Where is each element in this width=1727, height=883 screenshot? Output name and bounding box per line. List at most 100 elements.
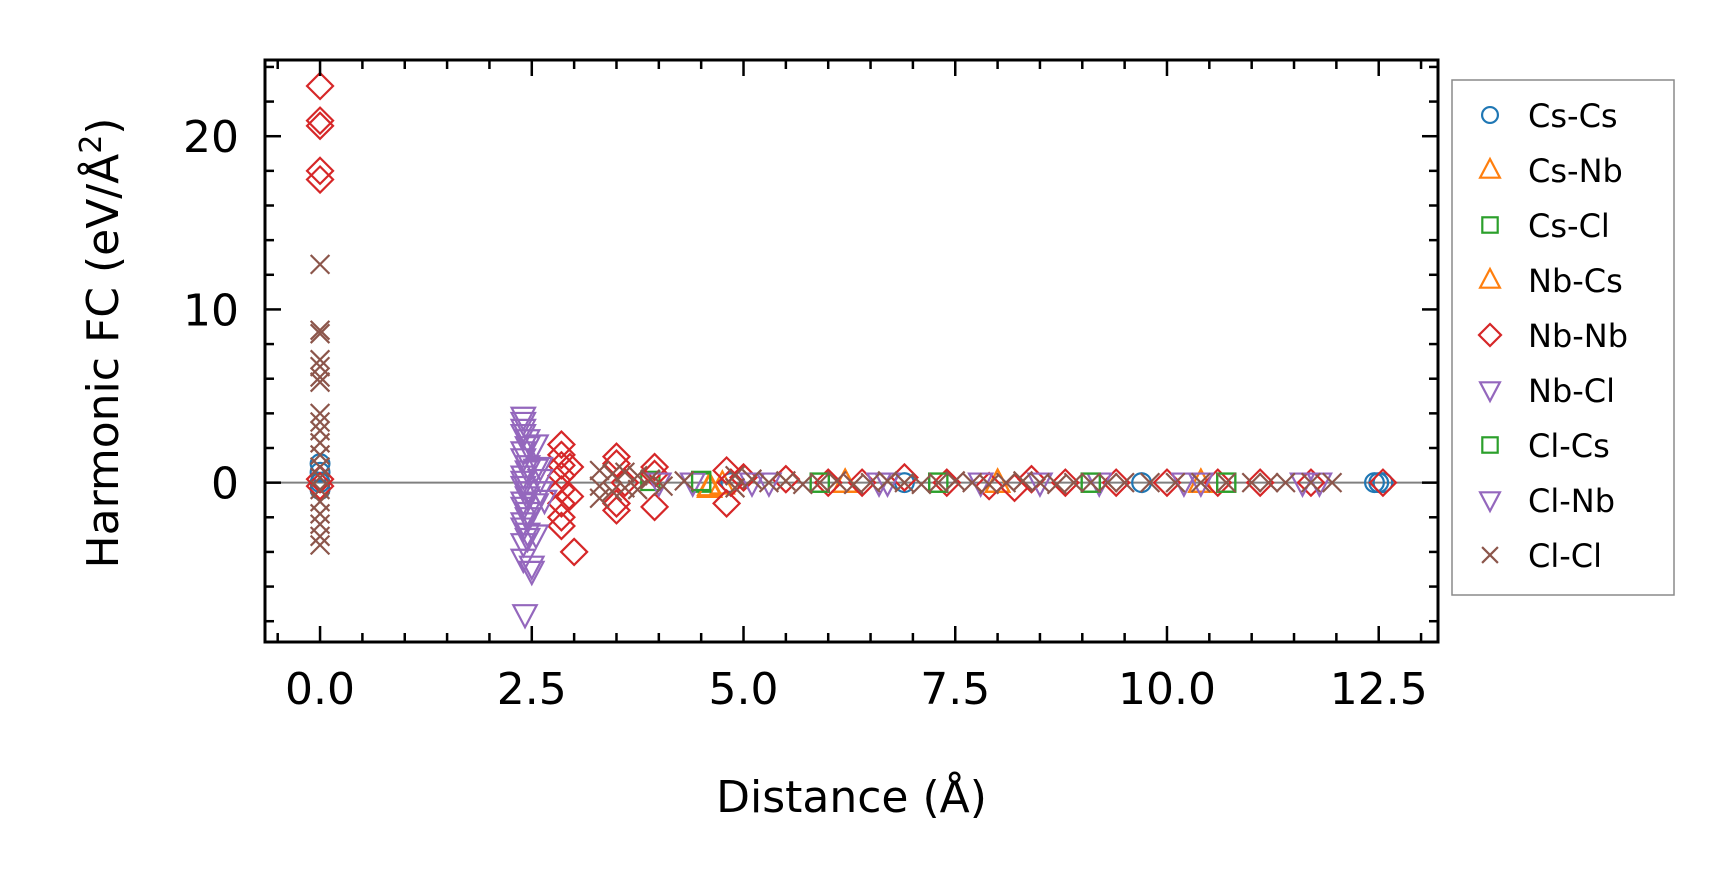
x-tick-label: 5.0 — [709, 664, 779, 715]
marker-x — [614, 462, 636, 483]
marker-x-stroke — [309, 456, 331, 478]
marker-x-stroke — [309, 320, 331, 341]
marker-x-stroke — [928, 472, 949, 493]
marker-x-stroke — [1321, 472, 1343, 493]
marker-x-stroke — [1481, 546, 1499, 564]
marker-x — [1114, 472, 1135, 493]
series-cl-cl — [309, 254, 1343, 556]
marker-x-stroke — [652, 475, 674, 497]
marker-x-stroke — [978, 474, 1000, 495]
series-cl-nb — [509, 411, 1333, 582]
legend-label: Nb-Nb — [1528, 317, 1628, 355]
marker-x — [911, 474, 932, 495]
legend-label: Cl-Nb — [1528, 482, 1615, 520]
marker-x — [309, 411, 331, 433]
marker-triangle-down — [522, 524, 550, 550]
marker-x — [1139, 472, 1161, 493]
marker-diamond — [712, 488, 742, 518]
marker-x — [758, 472, 780, 493]
marker-diamond — [974, 471, 1004, 501]
marker-x-stroke — [945, 470, 966, 492]
marker-diamond — [305, 156, 335, 186]
marker-x — [309, 456, 331, 478]
marker-x — [724, 477, 746, 498]
marker-square — [1080, 472, 1101, 493]
marker-x-stroke — [674, 470, 695, 492]
marker-x — [741, 469, 763, 490]
marker-triangle-down — [511, 604, 539, 630]
tick-labels: 0.0 2.5 5.0 7.5 10.0 12.5 0 10 20 — [183, 112, 1428, 715]
legend-item: Cl-Nb — [1478, 482, 1615, 520]
marker-x — [309, 323, 331, 344]
marker-x-stroke — [602, 463, 623, 485]
marker-x — [1241, 472, 1262, 493]
marker-x — [775, 470, 797, 492]
marker-x-stroke — [894, 472, 915, 493]
marker-x — [894, 472, 915, 493]
marker-diamond — [640, 452, 670, 482]
marker-x-stroke — [309, 254, 331, 275]
marker-x — [1275, 472, 1296, 493]
legend: Cs-Cs Cs-Nb Cs-Cl Nb-Cs Nb-Nb Nb-Cl Cl-Cs Cl-Nb… — [1451, 79, 1675, 596]
marker-x — [1258, 472, 1279, 493]
marker-diamond — [1477, 322, 1503, 348]
marker-x — [589, 488, 610, 509]
legend-label: Cl-Cs — [1528, 427, 1610, 465]
y-tick-label: 0 — [211, 459, 239, 510]
marker-x-stroke — [309, 403, 331, 424]
marker-diamond — [305, 71, 335, 101]
marker-x-stroke — [911, 474, 932, 495]
marker-circle — [309, 461, 331, 483]
marker-x — [1080, 472, 1101, 493]
marker-x — [877, 470, 898, 492]
marker-triangle-down — [526, 456, 554, 483]
marker-x-stroke — [640, 469, 661, 490]
marker-x — [1012, 470, 1034, 492]
marker-diamond — [305, 106, 335, 136]
legend-label: Cs-Nb — [1528, 152, 1623, 190]
legend-label: Nb-Cl — [1528, 372, 1615, 410]
marker-diamond — [601, 495, 632, 525]
marker-x-stroke — [995, 472, 1017, 493]
marker-x — [1029, 472, 1051, 493]
marker-diamond — [546, 461, 576, 491]
marker-x — [945, 470, 966, 492]
marker-x-stroke — [614, 462, 636, 483]
marker-x-stroke — [1080, 472, 1101, 493]
marker-diamond — [813, 468, 843, 498]
marker-x-stroke — [1029, 472, 1051, 493]
marker-triangle-down — [1478, 381, 1502, 404]
marker-x-stroke — [1241, 472, 1262, 493]
marker-x-stroke — [775, 470, 797, 492]
marker-x — [309, 503, 331, 524]
marker-x — [652, 475, 674, 497]
marker-x-stroke — [309, 503, 331, 524]
marker-x — [826, 470, 847, 492]
marker-diamond — [546, 440, 576, 470]
legend-item: Cs-Nb — [1478, 152, 1623, 190]
marker-x-stroke — [1046, 474, 1068, 495]
marker-triangle-down — [526, 481, 554, 507]
marker-diamond — [305, 111, 335, 141]
marker-x-stroke — [309, 526, 331, 547]
x-tick-label: 7.5 — [920, 664, 990, 715]
legend-item: Nb-Nb — [1477, 317, 1628, 355]
marker-triangle-down — [509, 441, 537, 467]
legend-label: Cs-Cs — [1528, 97, 1618, 135]
marker-square — [809, 472, 830, 493]
marker-x-stroke — [1165, 472, 1186, 493]
marker-x-stroke — [877, 470, 898, 492]
marker-triangle-down — [1187, 472, 1215, 498]
marker-diamond — [555, 481, 585, 512]
marker-x — [978, 474, 1000, 495]
x-axis-label: Distance (Å) — [716, 770, 987, 823]
marker-diamond — [546, 450, 576, 480]
marker-diamond — [1050, 468, 1080, 498]
marker-x — [627, 479, 648, 500]
marker-diamond — [716, 468, 746, 498]
marker-triangle-down — [522, 434, 550, 460]
marker-x-stroke — [309, 411, 331, 433]
marker-square — [928, 472, 949, 493]
marker-diamond — [932, 468, 962, 498]
marker-x — [860, 472, 881, 493]
